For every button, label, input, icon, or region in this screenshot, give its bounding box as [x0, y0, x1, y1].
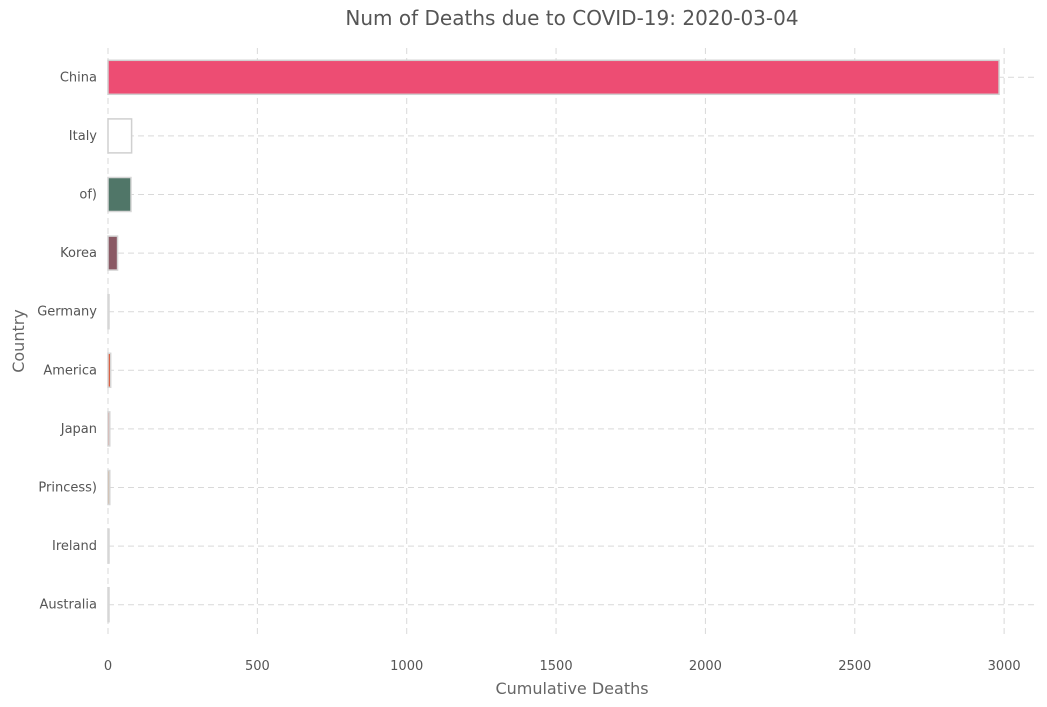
- bar-italy: [107, 118, 133, 154]
- x-tick-label: 1000: [390, 659, 423, 674]
- bar-china: [107, 59, 1000, 96]
- x-tick-label: 500: [245, 659, 270, 674]
- bar-of: [107, 176, 132, 213]
- y-tick-label: Korea: [60, 246, 97, 261]
- y-tick-label: Ireland: [52, 539, 97, 554]
- y-tick-label: of): [79, 188, 97, 203]
- chart-title: Num of Deaths due to COVID-19: 2020-03-0…: [345, 6, 798, 30]
- y-tick-label: China: [60, 70, 97, 85]
- y-tick-label: Germany: [37, 305, 97, 320]
- bar-ireland: [107, 528, 110, 564]
- bar-germany: [107, 293, 110, 330]
- y-tick-label: America: [43, 363, 97, 378]
- x-tick-label: 2000: [689, 659, 722, 674]
- x-tick-label: 2500: [838, 659, 871, 674]
- x-axis-ticks: 0 500 1000 1500 2000 2500 3000: [104, 659, 1021, 674]
- bar-australia: [107, 586, 110, 623]
- y-tick-label: Princess): [38, 481, 97, 496]
- y-tick-label: Australia: [39, 598, 97, 613]
- bar-korea: [107, 235, 119, 271]
- bar-princess: [107, 469, 111, 506]
- bar-series: [107, 59, 1000, 623]
- y-axis-title: Country: [9, 309, 28, 373]
- x-tick-label: 1500: [540, 659, 573, 674]
- y-axis-ticks: China Italy of) Korea Germany America Japan Pri…: [37, 70, 97, 612]
- bar-america: [107, 352, 112, 389]
- y-tick-label: Italy: [69, 129, 98, 144]
- grid-lines: [107, 48, 1034, 634]
- bar-japan: [107, 411, 111, 447]
- x-axis-title: Cumulative Deaths: [495, 679, 648, 698]
- x-tick-label: 3000: [988, 659, 1021, 674]
- x-tick-label: 0: [104, 659, 112, 674]
- y-tick-label: Japan: [60, 422, 97, 437]
